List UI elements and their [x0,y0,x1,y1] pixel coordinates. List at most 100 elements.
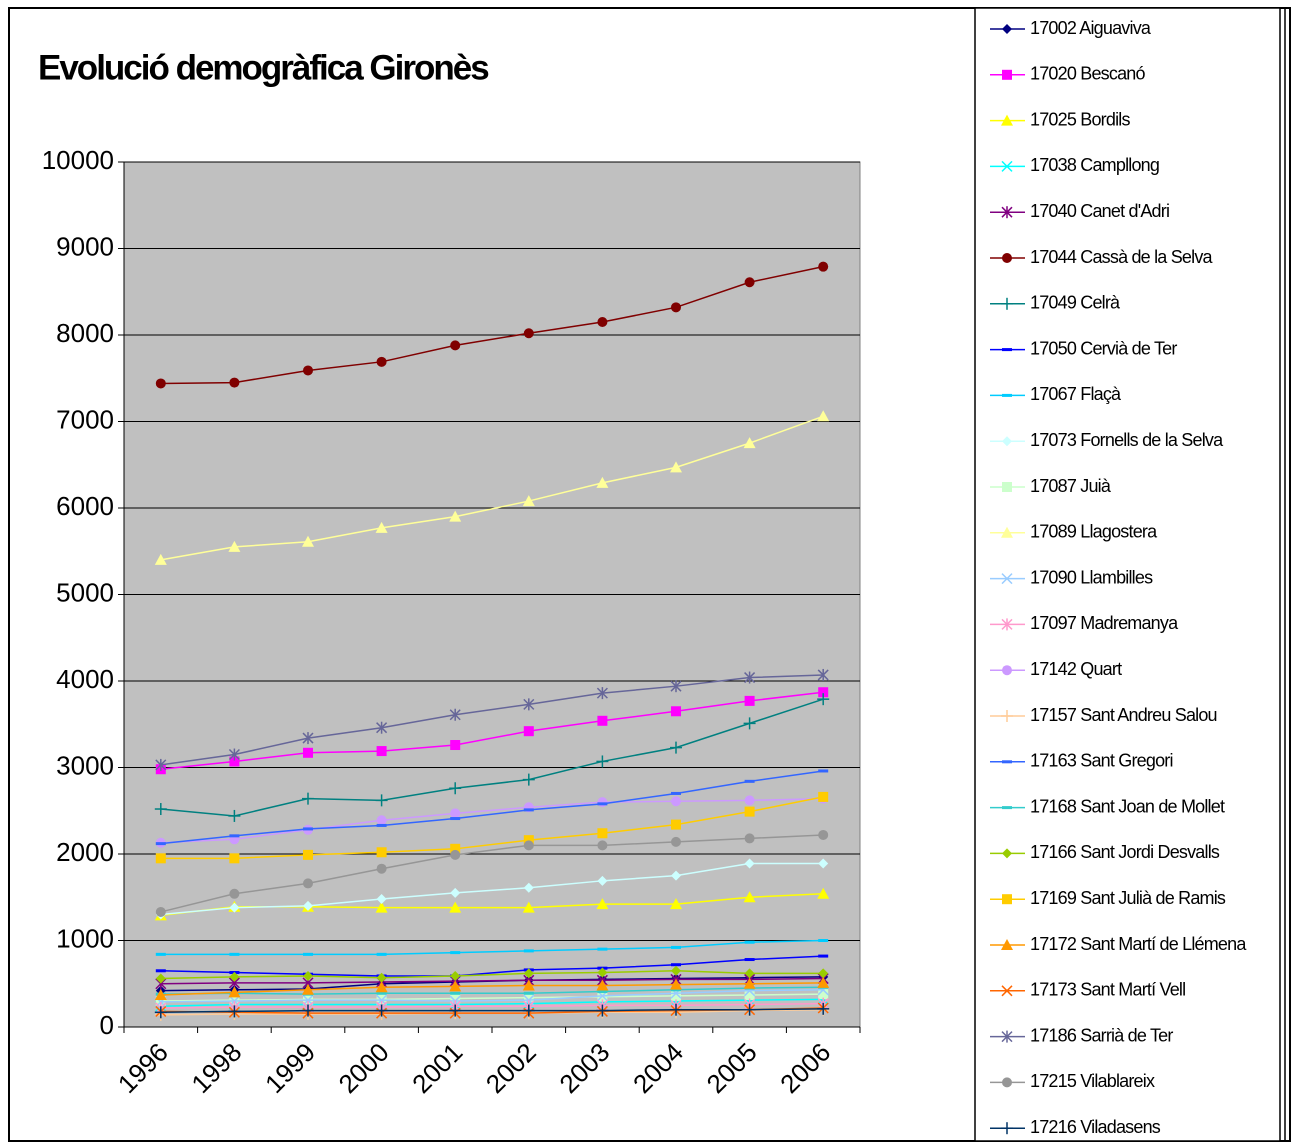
legend-label: 17172 Sant Martí de Llémena [1030,934,1247,954]
legend-label: 17215 Vilablareix [1030,1071,1155,1091]
legend-marker-part [1001,160,1013,172]
data-point [229,853,240,864]
data-point-part [818,769,829,773]
legend-marker-part [1002,24,1012,34]
data-point [818,858,829,869]
data-point-part [596,898,609,910]
legend-marker-part [1002,482,1012,492]
data-point [671,870,681,881]
data-point [450,991,461,995]
data-point [450,849,461,860]
data-point [228,986,241,998]
data-point [743,1003,756,1016]
data-point [744,795,755,806]
data-point [229,834,240,838]
data-point [671,791,681,795]
data-point [744,940,755,944]
series-line [160,970,824,980]
y-tick-label: 4000 [56,664,114,694]
data-point-part [671,836,681,847]
series-line [160,415,824,561]
data-point [155,853,166,864]
data-point [671,836,681,847]
data-point [670,680,682,693]
data-point-part [818,954,829,958]
data-point [303,970,313,981]
data-point-part [523,882,534,893]
data-point [450,951,461,955]
data-point-part [303,747,313,758]
data-point-part [671,988,681,992]
legend-marker-part [1001,985,1013,997]
data-point [303,878,313,889]
data-point-part [671,870,681,881]
legend-marker-part [1001,526,1013,538]
data-point-part [450,843,461,854]
data-point-part [597,715,608,726]
data-point [597,715,608,726]
data-point [597,875,608,886]
data-point-part [155,842,166,846]
data-point [817,693,830,706]
data-point [818,687,829,698]
data-point-part [744,833,755,844]
data-point-part [818,791,829,802]
data-point [229,952,240,956]
data-point [376,972,387,983]
data-point-part [744,695,755,706]
legend-label: 17173 Sant Martí Vell [1030,980,1185,1000]
data-point [376,893,387,904]
data-point-part [671,302,681,313]
data-point [744,695,755,706]
data-point [450,340,461,351]
data-point [228,1005,241,1018]
data-point-part [155,378,166,389]
data-point-part [743,891,756,903]
series-line [160,993,824,1002]
data-point [818,939,829,942]
legend-marker [1002,482,1012,492]
data-point-part [450,991,461,995]
data-point [229,377,240,388]
data-point-part [522,979,535,991]
legend-label: 17157 Sant Andreu Salou [1030,705,1217,725]
data-point [597,317,608,328]
series-line [160,265,824,385]
data-point [155,973,166,984]
data-point-part [450,849,461,860]
data-point [155,952,166,956]
data-point [154,553,167,565]
legend-box [974,7,1281,1142]
data-point-part [522,901,535,913]
data-point [449,901,462,913]
data-point-part [670,978,682,990]
legend-marker-part [1002,665,1012,676]
legend-marker [1001,206,1013,219]
series-line [160,797,824,844]
data-point [523,726,534,737]
data-point-part [597,840,608,851]
data-point [450,970,461,981]
series-line [160,977,824,985]
data-point [522,773,535,786]
data-point [744,968,755,979]
legend-label: 17087 Juià [1030,476,1112,496]
data-point [155,842,166,846]
data-point [523,840,534,851]
data-point [154,988,167,1000]
data-point-part [155,969,166,973]
data-point [228,540,241,552]
data-point [523,698,535,711]
data-point [154,803,167,816]
data-point [744,989,755,1000]
data-point [743,977,756,989]
data-point-part [744,795,755,806]
series-line [160,674,824,766]
legend-marker-part [1001,939,1013,950]
data-point [449,510,462,522]
data-point [596,979,609,991]
legend-label: 17044 Cassà de la Selva [1030,247,1214,267]
legend-marker-part [1002,894,1012,905]
data-point [670,978,682,990]
data-point-part [303,849,313,860]
